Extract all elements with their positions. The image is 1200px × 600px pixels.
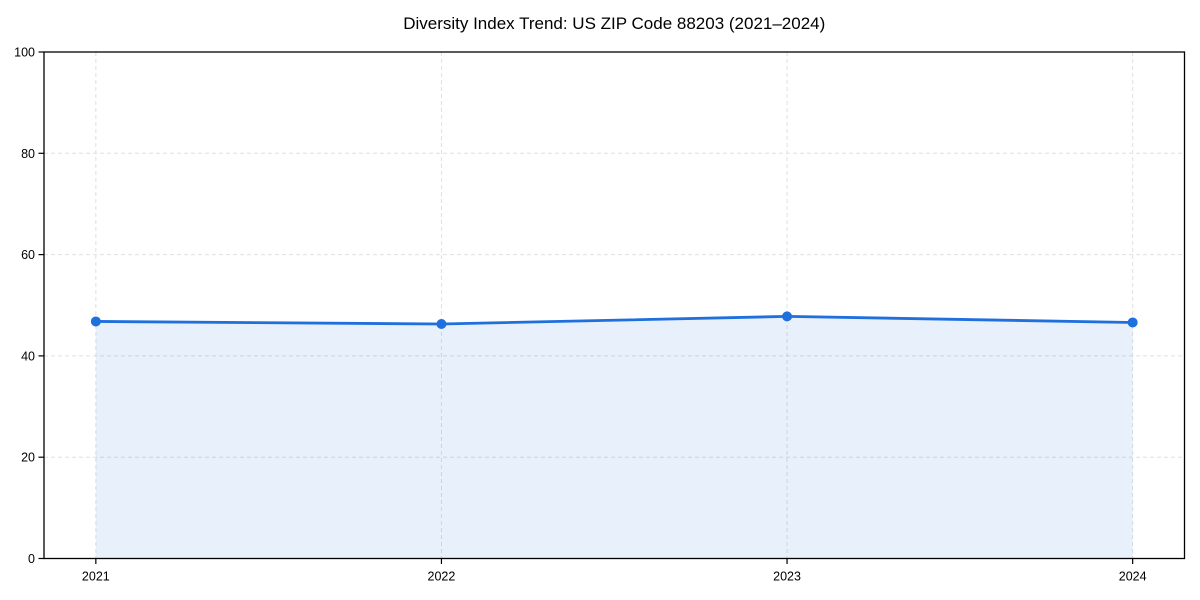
y-tick-label: 0	[28, 552, 35, 566]
grid-layer	[44, 52, 1185, 559]
y-tick-label: 40	[21, 349, 35, 363]
trend-line	[94, 314, 1135, 326]
trend-line-layer	[94, 314, 1135, 326]
chart-title: Diversity Index Trend: US ZIP Code 88203…	[403, 14, 825, 33]
area-fill-shape	[95, 316, 1133, 559]
x-tick-label: 2024	[1119, 570, 1147, 584]
y-tick-label: 100	[14, 46, 35, 60]
data-point-2023	[782, 311, 793, 322]
area-fill-layer	[95, 316, 1133, 559]
markers-layer	[90, 311, 1138, 329]
y-tick-label: 60	[21, 248, 35, 262]
plot-border	[43, 51, 1186, 560]
x-tick-label: 2023	[773, 570, 801, 584]
x-tick-label: 2022	[428, 570, 456, 584]
y-tick-label: 20	[21, 451, 35, 465]
axes-layer	[38, 51, 1186, 564]
data-point-2022	[436, 318, 447, 329]
tick-label-layer: 0 20 40 60 80 100 2021 2022 2023 2024	[14, 46, 1146, 584]
y-tick-label: 80	[21, 147, 35, 161]
data-point-2021	[90, 316, 101, 327]
x-tick-label: 2021	[82, 570, 110, 584]
data-point-2024	[1127, 317, 1138, 328]
